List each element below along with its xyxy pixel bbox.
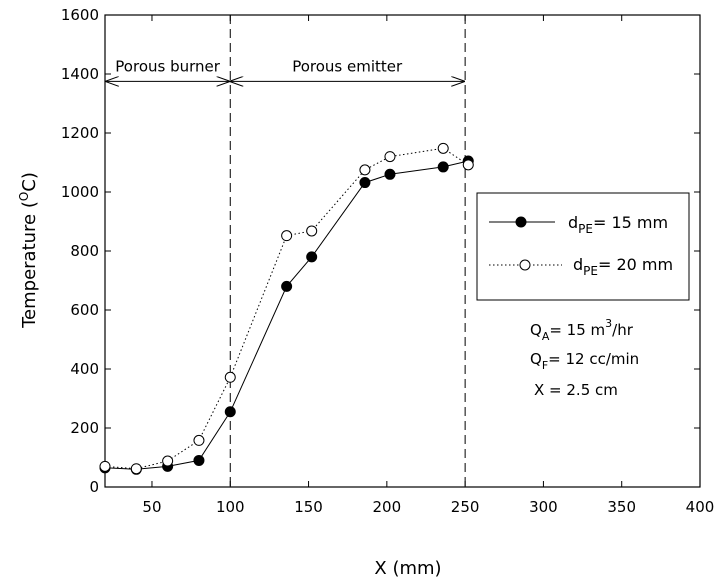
series-2-point-9 [384,151,396,163]
tick-layer: 50 100 150 200 250 300 350 400 0 200 400 600 800 1000… [61,6,715,516]
legend-label-series-2-base: d [573,255,583,274]
y-axis-title-main: Temperature ( [19,201,40,329]
x-tick-label-400: 400 [686,498,715,516]
y-axis-title-superscript: O [17,192,31,201]
annotation-fuel-flow-value: = 12 cc/min [548,350,639,368]
x-tick-label-300: 300 [529,498,558,516]
series-2-point-6 [281,230,293,242]
y-tick-label-400: 400 [70,360,99,378]
x-tick-label-150: 150 [294,498,323,516]
series-1-point-8 [359,177,371,189]
legend-marker-series-1 [515,216,527,228]
series-2-point-8 [359,164,371,176]
annotation-air-flow-subscript: A [542,330,550,343]
annotation-fuel-flow: QF= 12 cc/min [530,350,639,372]
annotation-air-flow-main: Q [530,321,542,339]
y-tick-label-1000: 1000 [61,183,99,201]
x-tick-label-350: 350 [607,498,636,516]
y-tick-label-1200: 1200 [61,124,99,142]
legend-label-series-1-value: = 15 mm [593,213,668,232]
y-axis-title-tail: C) [19,172,40,192]
annotation-air-flow: QA= 15 m3/hr [530,317,634,343]
series-1-point-6 [281,280,293,292]
series-2-point-3 [162,455,174,467]
x-tick-label-50: 50 [142,498,161,516]
series-2-line [104,147,469,470]
series-layer [99,142,474,475]
annotation-fuel-flow-main: Q [530,350,542,368]
series-2-point-5 [224,371,236,383]
operating-conditions: QA= 15 m3/hr QF= 12 cc/min X = 2.5 cm [530,317,639,399]
legend-box [476,192,690,301]
annotation-position: X = 2.5 cm [534,381,618,399]
y-axis-title: Temperature (OC) [17,172,40,329]
series-1-line [104,160,469,470]
legend-label-series-1: dPE= 15 mm [568,213,668,236]
series-1-point-7 [306,251,318,263]
y-tick-label-0: 0 [89,478,99,496]
x-tick-label-250: 250 [451,498,480,516]
legend-label-series-1-base: d [568,213,578,232]
series-2-point-10 [437,142,449,154]
series-2-point-2 [130,463,142,475]
series-2-point-7 [306,225,318,237]
annotation-air-flow-superscript: 3 [605,317,612,330]
y-tick-label-800: 800 [70,242,99,260]
legend-label-series-2: dPE= 20 mm [573,255,673,278]
y-tick-label-1600: 1600 [61,6,99,24]
legend-label-series-2-value: = 20 mm [598,255,673,274]
series-2-point-4 [193,434,205,446]
x-tick-label-200: 200 [373,498,402,516]
series-2-point-1 [99,460,111,472]
region-label-2: Porous emitter [292,57,403,75]
annotation-air-flow-value: = 15 m [549,321,605,339]
series-2-point-11 [462,159,474,171]
y-tick-label-200: 200 [70,419,99,437]
y-tick-label-600: 600 [70,301,99,319]
y-tick-label-1400: 1400 [61,65,99,83]
region-label-1: Porous burner [115,57,220,75]
legend-label-series-1-subscript: PE [578,222,593,236]
legend-marker-series-2 [519,259,531,271]
legend-label-series-2-subscript: PE [583,264,598,278]
legend: dPE= 15 mm dPE= 20 mm [476,192,690,301]
x-axis-title: X (mm) [374,558,441,579]
series-1-point-10 [437,161,449,173]
series-1-point-5 [224,406,236,418]
series-1-point-9 [384,168,396,180]
series-1-point-4 [193,454,205,466]
x-tick-label-100: 100 [216,498,245,516]
region-layer: Porous burner Porous emitter [106,15,466,487]
annotation-fuel-flow-subscript: F [542,359,548,372]
annotation-air-flow-unit: /hr [612,321,634,339]
